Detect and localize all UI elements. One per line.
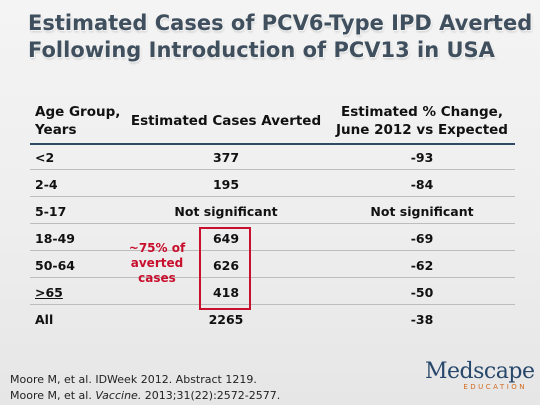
row-divider — [30, 169, 515, 170]
header-cases-averted: Estimated Cases Averted — [130, 113, 322, 129]
annotation-line-3: cases — [138, 271, 176, 285]
row-7-pct: -38 — [410, 312, 434, 327]
title-line-2: Following Introduction of PCV13 in USA — [28, 38, 495, 62]
row-divider — [30, 250, 515, 251]
row-1-cases: 377 — [212, 150, 240, 165]
header-pct-line-2: June 2012 vs Expected — [336, 122, 508, 138]
header-age-group: Age Group, Years — [35, 103, 120, 139]
reference-2: Moore M, et al. Vaccine. 2013;31(22):257… — [10, 388, 280, 404]
row-2-pct: -84 — [410, 177, 434, 192]
header-divider — [30, 143, 515, 145]
row-2-cases: 195 — [212, 177, 240, 192]
reference-2-journal: Vaccine. — [95, 389, 142, 402]
row-divider — [30, 277, 515, 278]
row-1-age: <2 — [35, 150, 55, 165]
row-5-pct: -62 — [410, 258, 434, 273]
row-4-age: 18-49 — [35, 231, 75, 246]
logo-wordmark: Medscape — [425, 359, 535, 384]
row-4-pct: -69 — [410, 231, 434, 246]
reference-2-citation: 2013;31(22):2572-2577. — [141, 389, 281, 402]
row-divider — [30, 304, 515, 305]
row-7-age: All — [35, 312, 54, 327]
row-4-cases: 649 — [212, 231, 240, 246]
reference-1: Moore M, et al. IDWeek 2012. Abstract 12… — [10, 373, 257, 386]
header-age-line-2: Years — [35, 122, 77, 138]
header-age-line-1: Age Group, — [35, 104, 121, 120]
header-percent-change: Estimated % Change, June 2012 vs Expecte… — [322, 103, 522, 139]
row-3-cases: Not significant — [174, 204, 278, 219]
annotation-line-1: ~75% of — [128, 241, 186, 255]
references: Moore M, et al. IDWeek 2012. Abstract 12… — [10, 372, 280, 404]
logo-subtitle: EDUCATION — [463, 383, 527, 391]
title-line-1: Estimated Cases of PCV6-Type IPD Averted — [28, 11, 533, 35]
row-2-age: 2-4 — [35, 177, 58, 192]
annotation-line-2: averted — [130, 256, 184, 270]
medscape-logo: Medscape EDUCATION — [425, 359, 535, 392]
row-6-cases: 418 — [212, 285, 240, 300]
adult-cases-highlight-box — [199, 227, 251, 310]
reference-2-authors: Moore M, et al. — [10, 389, 96, 402]
row-7-cases: 2265 — [208, 312, 244, 327]
row-3-pct: Not significant — [370, 204, 474, 219]
header-pct-line-1: Estimated % Change, — [341, 104, 503, 120]
slide-title: Estimated Cases of PCV6-Type IPD Averted… — [28, 10, 533, 64]
row-divider — [30, 223, 515, 224]
row-5-cases: 626 — [212, 258, 240, 273]
row-3-age: 5-17 — [35, 204, 67, 219]
row-1-pct: -93 — [410, 150, 434, 165]
row-5-age: 50-64 — [35, 258, 75, 273]
row-6-age: >65 — [35, 285, 63, 300]
annotation-75-percent: ~75% of averted cases — [126, 241, 188, 286]
row-divider — [30, 196, 515, 197]
row-6-pct: -50 — [410, 285, 434, 300]
